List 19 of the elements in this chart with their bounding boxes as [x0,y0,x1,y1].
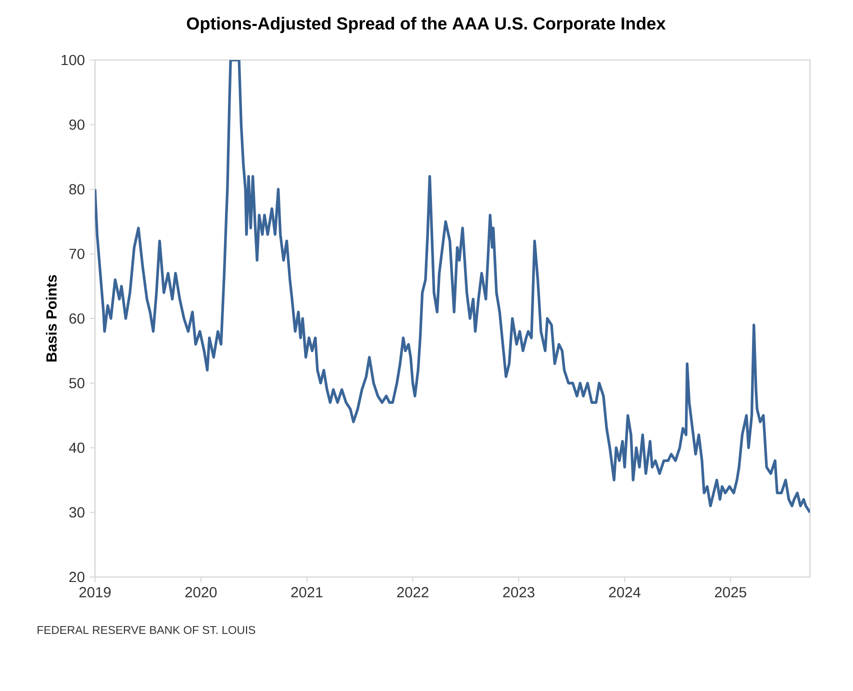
y-tick-label: 20 [69,572,84,582]
y-tick-label: 30 [69,507,84,518]
text: FEDERAL RESERVE BANK OF ST. LOUIS [38,626,256,634]
y-tick-label: 60 [69,313,84,324]
x-tick-label: 2019 [79,587,111,598]
y-tick-label: 90 [69,119,84,130]
x-tick-label: 2025 [714,587,746,598]
x-tick-label: 2024 [609,587,641,598]
x-tick-label: 2023 [503,587,534,598]
chart-title: Options-Adjusted Spread of the AAA U.S. Corporate Index [186,16,666,34]
y-axis-title: Basis Points [46,275,57,362]
x-tick-label: 2022 [397,587,428,598]
y-tick-label: 50 [69,378,84,388]
x-tick-label: 2020 [185,587,217,598]
y-tick-label: 100 [62,54,84,66]
y-tick-label: 40 [69,442,84,453]
y-tick-label: 80 [69,184,84,194]
y-tick-label: 70 [69,248,84,260]
x-tick-label: 2021 [291,587,322,598]
